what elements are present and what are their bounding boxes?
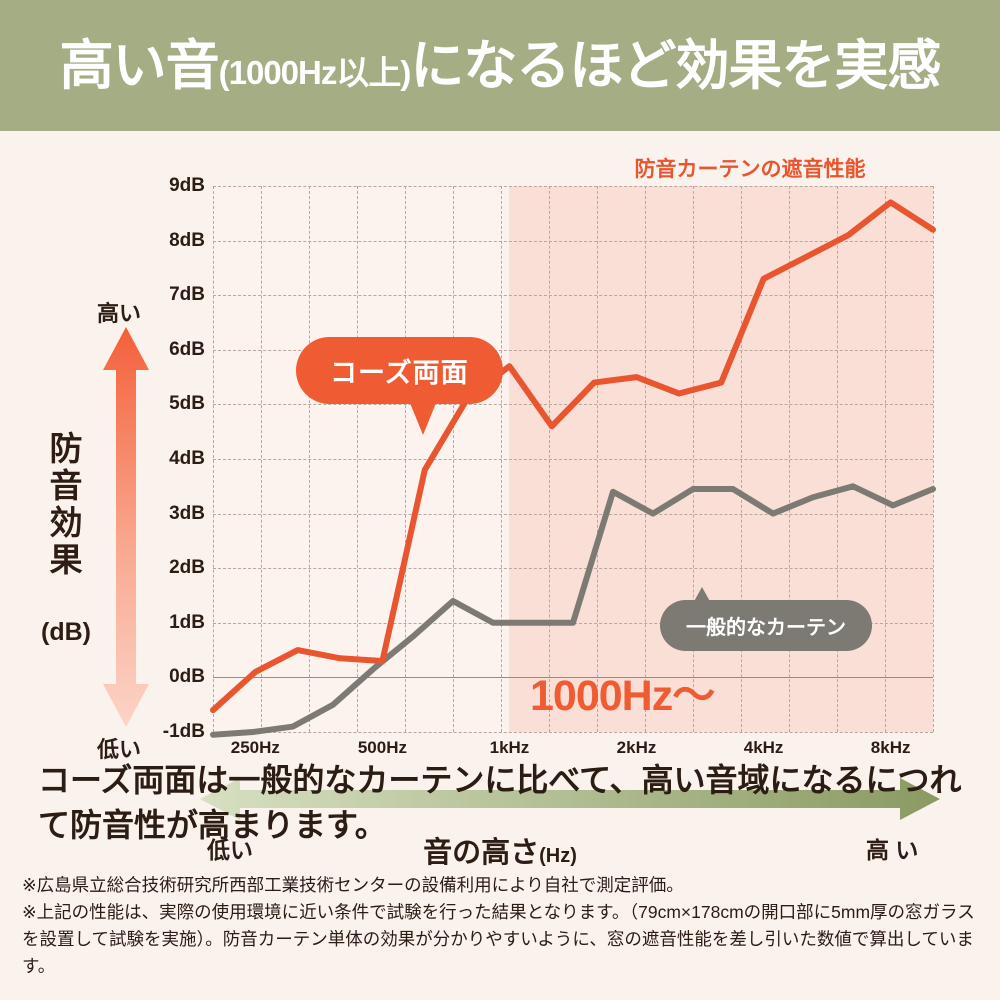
footnote-line: ※広島県立総合技術研究所西部工業技術センターの設備利用により自社で測定評価。 [22,875,684,895]
x-tick-label: 250Hz [230,738,280,757]
gridline-horizontal [213,459,933,460]
gridline-horizontal [213,677,933,679]
line-general-curtain [210,483,936,738]
header-banner: 高い音(1000Hz以上)になるほど効果を実感 [0,0,1000,131]
footnote-line: ※上記の性能は、実際の使用環境に近い条件で試験を行った結果となります。（79cm… [22,902,975,977]
y-axis-title-text: 防音効果 [49,430,83,578]
gridline-horizontal [213,240,933,242]
callout-coze-ryomen: コーズ両面 [296,337,503,404]
y-axis-unit: (dB) [41,618,91,646]
gridline-horizontal [213,186,933,187]
x-axis-title-text: 音の高さ [423,837,540,869]
y-tick-label: -1dB [162,721,205,742]
x-axis-high-label: 高 い [866,837,919,863]
x-tick-label: 1kHz [489,738,530,757]
gridline-horizontal [213,349,933,351]
y-tick-label: 5dB [169,393,205,415]
y-tick-label: 7dB [169,284,205,306]
line-coze-ryomen [210,199,936,714]
header-subtitle: (1000Hz以上) [218,53,412,91]
x-tick-label: 4kHz [743,738,784,757]
x-tick-label: 500Hz [357,738,407,757]
y-tick-label: 1dB [169,611,205,633]
y-axis-high-label: 高い [97,301,142,326]
y-tick-label: 8dB [169,229,205,251]
gridline-vertical [933,186,934,732]
x-axis-unit: (Hz) [539,845,577,867]
y-axis-double-arrow-icon [103,327,149,727]
gridline-horizontal [213,732,933,733]
y-tick-label: 0dB [169,666,205,688]
callout-general-curtain: 一般的なカーテン [660,600,872,651]
y-tick-label: 3dB [169,502,205,524]
y-tick-label: 4dB [169,448,205,469]
gridline-horizontal [213,568,933,570]
y-axis-low-label: 低い [97,737,142,762]
x-tick-label: 8kHz [870,738,911,757]
y-tick-label: 2dB [169,557,205,579]
y-tick-label: 6dB [169,338,205,360]
y-tick-label: 9dB [169,175,205,196]
gridline-horizontal [213,295,933,297]
x-tick-label: 2kHz [616,738,657,757]
callout-orange-tail-icon [410,403,436,435]
band-label: 1000Hz〜 [530,672,715,720]
x-axis-low-label: 低い [207,837,253,863]
plot-area: 9dB 8dB 7dB 6dB 5dB 4dB 3dB 2dB 1dB 0dB -1dB 250Hz… [163,175,936,757]
page-title: 高い音(1000Hz以上)になるほど効果を実感 [59,35,942,96]
series-lines [210,199,936,738]
y-axis-title: 防音効果 [36,430,96,579]
summary-text: コーズ両面は一般的なカーテンに比べて、高い音域になるにつれて防音性が高まります。 [38,762,962,844]
footnotes: ※広島県立総合技術研究所西部工業技術センターの設備利用により自社で測定評価。 ※… [22,872,990,981]
gridline-horizontal [213,513,933,515]
header-main-before: 高い音 [59,35,220,96]
shaded-band-title: 防音カーテンの遮音性能 [634,158,866,181]
x-axis-title: 音の高さ(Hz) [0,829,1000,871]
x-axis-double-arrow-icon [200,778,940,820]
header-main-after: になるほど効果を実感 [410,35,941,96]
chart-region: 防音カーテンの遮音性能 高い 低い 防音効果 (dB) 9dB 8dB 7dB 6dB… [0,131,1000,869]
